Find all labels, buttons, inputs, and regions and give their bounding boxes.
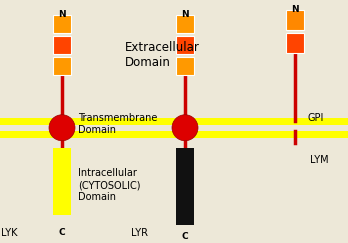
Bar — [176, 36, 194, 54]
Text: Transmembrane
Domain: Transmembrane Domain — [78, 113, 157, 135]
Text: LYK: LYK — [1, 228, 18, 238]
Text: LYR: LYR — [131, 228, 148, 238]
Bar — [176, 148, 194, 225]
Circle shape — [172, 115, 198, 141]
Text: C: C — [182, 232, 188, 241]
Bar — [0, 118, 348, 124]
Bar — [176, 15, 194, 33]
Bar — [53, 15, 71, 33]
Text: GPI: GPI — [308, 113, 324, 123]
Text: N: N — [181, 10, 189, 19]
Bar — [0, 131, 348, 138]
Text: C: C — [59, 228, 65, 237]
Bar — [176, 57, 194, 75]
Text: LYM: LYM — [310, 155, 329, 165]
Bar — [53, 36, 71, 54]
Text: N: N — [291, 5, 299, 14]
Bar — [286, 33, 304, 53]
Text: Extracellular
Domain: Extracellular Domain — [125, 41, 200, 69]
Text: Intracellular
(CYTOSOLIC)
Domain: Intracellular (CYTOSOLIC) Domain — [78, 168, 141, 202]
Bar — [53, 57, 71, 75]
Text: N: N — [58, 10, 66, 19]
Bar — [286, 10, 304, 30]
Bar — [53, 148, 71, 215]
Circle shape — [49, 115, 75, 141]
